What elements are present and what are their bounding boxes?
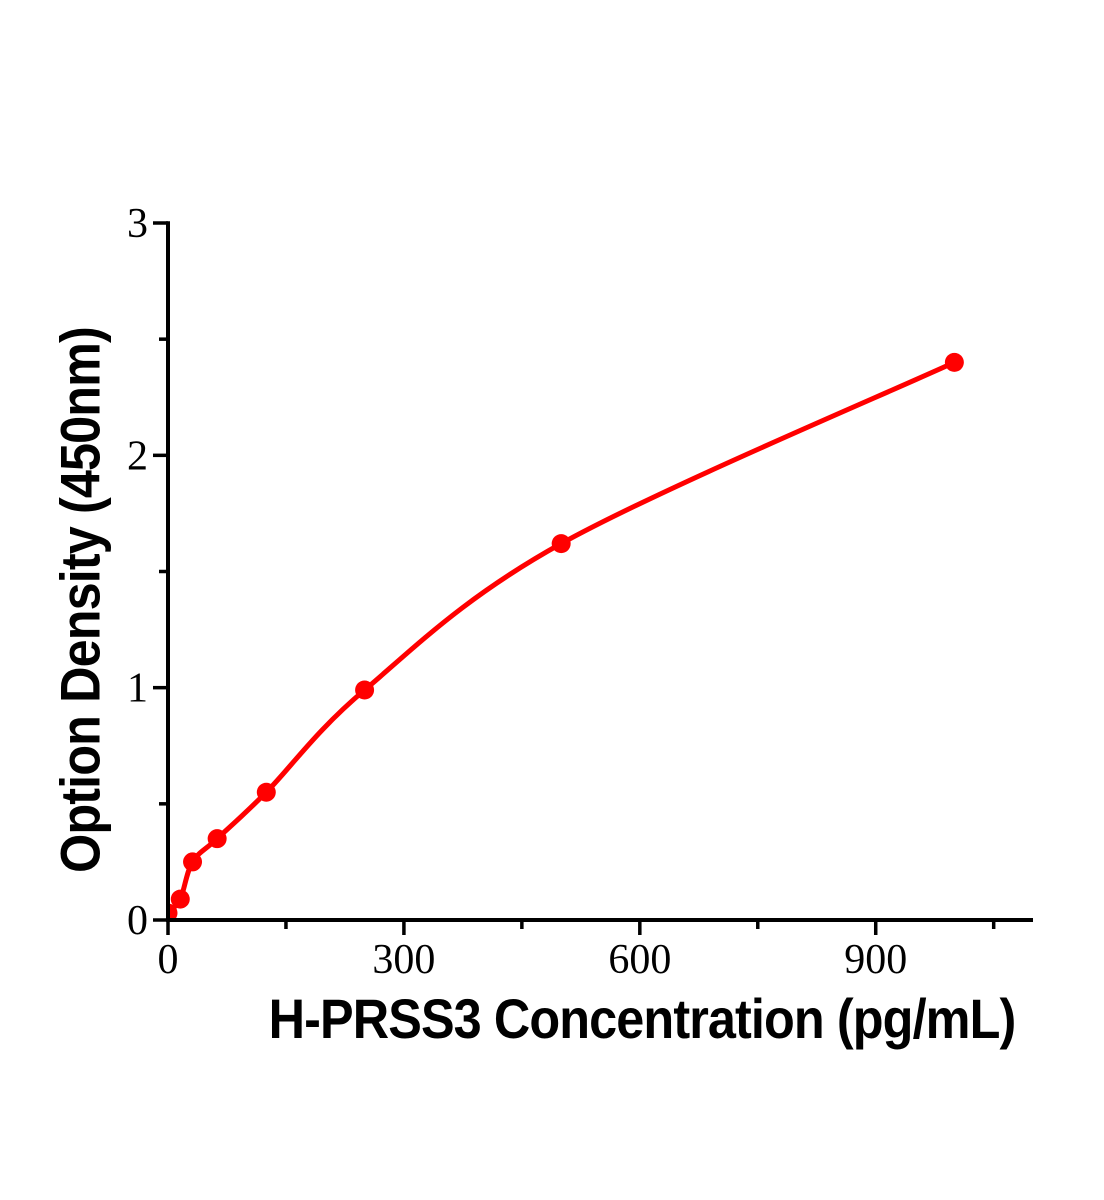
y-tick-label: 2	[127, 433, 148, 479]
axes-group: 0 300 600 900 0 1 2 3	[127, 201, 1033, 983]
x-tick-label: 300	[372, 937, 435, 983]
x-tick-label: 900	[844, 937, 907, 983]
x-tick-label: 0	[158, 937, 179, 983]
x-axis-title: H-PRSS3 Concentration (pg/mL)	[268, 987, 1017, 1050]
y-tick-label: 3	[127, 201, 148, 247]
data-point-marker	[183, 852, 203, 872]
series-group	[170, 352, 964, 919]
y-tick-label: 0	[127, 898, 148, 944]
y-tick-label: 1	[127, 666, 148, 712]
x-tick-label: 600	[608, 937, 671, 983]
data-point-marker	[944, 352, 964, 372]
y-axis-title: Option Density (450nm)	[48, 327, 112, 873]
data-point-marker	[207, 829, 227, 849]
data-point-marker	[355, 680, 375, 700]
standard-curve-line	[170, 359, 957, 915]
data-point-marker	[170, 889, 190, 909]
data-point-marker	[170, 903, 178, 919]
data-point-marker	[551, 534, 571, 554]
data-point-marker	[256, 782, 276, 802]
